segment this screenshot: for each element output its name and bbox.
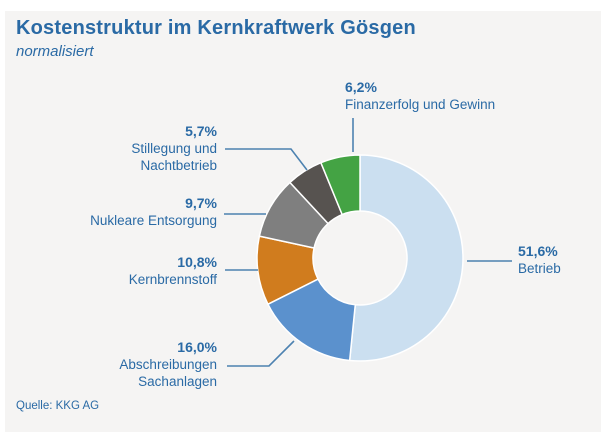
percent-stillegung: 5,7% — [185, 123, 217, 139]
percent-finanzerfolg: 6,2% — [345, 79, 377, 95]
donut-segment-finanzerfolg-und-gewinn — [320, 154, 361, 216]
label-abschreibungen: Abschreibungen Sachanlagen — [119, 357, 217, 389]
leader-stillegung-line — [225, 148, 308, 171]
donut-segment-betrieb — [348, 154, 464, 362]
source-note: Quelle: KKG AG — [16, 400, 100, 412]
callout-abschreibungen: 16,0% Abschreibungen Sachanlagen — [119, 339, 217, 390]
label-finanzerfolg: Finanzerfolg und Gewinn — [345, 97, 496, 112]
label-nukleare-entsorgung: Nukleare Entsorgung — [90, 213, 217, 228]
leader-abschreibungen-line — [227, 340, 295, 367]
label-kernbrennstoff: Kernbrennstoff — [128, 272, 217, 287]
callout-betrieb: 51,6% Betrieb — [518, 243, 561, 277]
percent-abschreibungen: 16,0% — [177, 339, 217, 355]
percent-betrieb: 51,6% — [518, 243, 558, 259]
chart-title: Kostenstruktur im Kernkraftwerk Gösgen — [16, 17, 416, 39]
percent-kernbrennstoff: 10,8% — [177, 254, 217, 270]
percent-nukleare-entsorgung: 9,7% — [185, 195, 217, 211]
chart-subtitle: normalisiert — [16, 43, 94, 60]
callout-kernbrennstoff: 10,8% Kernbrennstoff — [129, 254, 217, 288]
callout-nukleare-entsorgung: 9,7% Nukleare Entsorgung — [90, 195, 217, 229]
label-stillegung: Stillegung und Nachtbetrieb — [131, 141, 217, 173]
label-betrieb: Betrieb — [518, 261, 561, 276]
callout-finanzerfolg: 6,2% Finanzerfolg und Gewinn — [345, 79, 495, 113]
callout-stillegung: 5,7% Stillegung und Nachtbetrieb — [131, 123, 217, 174]
